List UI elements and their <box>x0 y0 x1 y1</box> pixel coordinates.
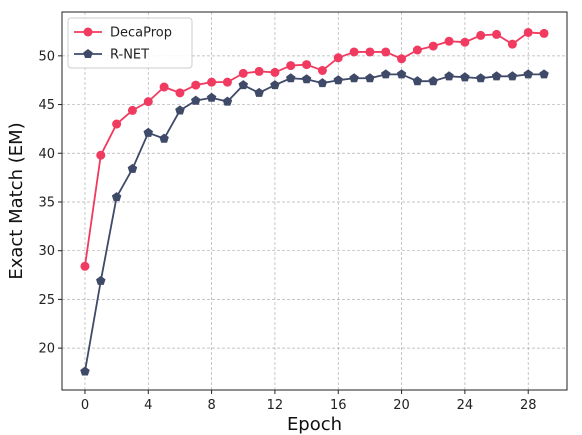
x-tick-label: 0 <box>81 398 89 413</box>
data-point-decaprop <box>428 41 438 51</box>
data-point-r-net <box>333 75 343 85</box>
ticks: 0 4 8 12 16 20 24 28 20 25 30 35 40 45 50 <box>38 49 536 413</box>
legend: DecaProp R-NET <box>67 17 193 69</box>
legend-label: R-NET <box>110 48 149 63</box>
data-point-decaprop <box>381 47 391 57</box>
data-point-decaprop <box>476 30 486 40</box>
data-point-decaprop <box>333 53 343 63</box>
data-point-r-net <box>159 133 169 143</box>
x-tick-label: 12 <box>267 398 284 413</box>
data-point-r-net <box>475 73 486 83</box>
legend-item-r-net: R-NET <box>74 48 149 63</box>
x-tick-label: 24 <box>457 398 474 413</box>
data-point-r-net <box>127 163 138 173</box>
data-point-r-net <box>412 76 423 86</box>
data-point-decaprop <box>96 150 106 160</box>
x-tick-label: 8 <box>207 398 215 413</box>
data-point-r-net <box>507 71 518 81</box>
data-point-r-net <box>317 78 328 88</box>
y-tick-label: 35 <box>38 195 55 210</box>
data-point-r-net <box>365 73 375 83</box>
data-point-r-net <box>428 76 438 86</box>
data-point-r-net <box>254 87 264 97</box>
series-layer <box>80 27 549 376</box>
data-point-r-net <box>111 192 122 202</box>
data-point-r-net <box>143 127 154 137</box>
data-point-r-net <box>238 80 249 90</box>
data-point-r-net <box>175 105 185 115</box>
data-point-r-net <box>349 73 359 83</box>
data-point-decaprop <box>444 36 454 46</box>
data-point-decaprop <box>254 66 264 76</box>
x-tick-label: 16 <box>330 398 347 413</box>
data-point-r-net <box>80 366 90 376</box>
y-tick-label: 30 <box>38 244 55 259</box>
data-point-decaprop <box>349 47 359 57</box>
data-point-decaprop <box>222 77 232 87</box>
y-tick-label: 40 <box>38 147 55 162</box>
legend-box <box>67 17 193 69</box>
y-tick-label: 25 <box>38 293 55 308</box>
data-point-r-net <box>286 73 296 83</box>
x-tick-label: 20 <box>393 398 410 413</box>
x-axis-label: Epoch <box>287 414 342 435</box>
data-point-decaprop <box>80 261 90 271</box>
data-point-r-net <box>222 96 233 106</box>
data-point-r-net <box>523 69 533 79</box>
data-point-r-net <box>206 92 217 102</box>
data-point-decaprop <box>365 47 375 57</box>
data-point-decaprop <box>112 119 122 129</box>
data-point-r-net <box>539 69 549 79</box>
data-point-r-net <box>380 69 391 79</box>
y-axis-label: Exact Match (EM) <box>6 122 27 279</box>
data-point-decaprop <box>397 54 407 64</box>
data-point-r-net <box>96 275 106 285</box>
data-point-decaprop <box>143 97 153 107</box>
legend-item-decaprop: DecaProp <box>74 26 172 41</box>
series-r-net <box>80 69 549 376</box>
y-tick-label: 50 <box>38 49 55 64</box>
data-point-decaprop <box>302 60 312 70</box>
x-tick-label: 4 <box>144 398 152 413</box>
data-point-decaprop <box>523 27 533 37</box>
data-point-decaprop <box>270 67 280 77</box>
data-point-r-net <box>396 69 407 79</box>
data-point-r-net <box>460 72 470 82</box>
y-tick-label: 45 <box>38 98 55 113</box>
data-point-r-net <box>191 95 201 105</box>
legend-label: DecaProp <box>110 26 172 41</box>
data-point-decaprop <box>286 61 296 71</box>
data-point-decaprop <box>492 29 502 39</box>
data-point-decaprop <box>175 88 185 98</box>
x-tick-label: 28 <box>520 398 537 413</box>
legend-swatch-marker <box>83 49 93 59</box>
data-point-decaprop <box>191 80 201 90</box>
data-point-decaprop <box>207 77 217 87</box>
data-point-r-net <box>270 80 280 90</box>
series-decaprop <box>80 27 549 271</box>
data-point-r-net <box>301 74 312 84</box>
data-point-decaprop <box>238 68 248 78</box>
data-point-decaprop <box>127 105 137 115</box>
data-point-r-net <box>491 71 502 81</box>
plot-frame <box>61 11 568 391</box>
data-point-r-net <box>444 71 454 81</box>
data-point-decaprop <box>539 28 549 38</box>
legend-swatch-marker <box>83 27 93 37</box>
data-point-decaprop <box>159 82 169 92</box>
y-tick-label: 20 <box>38 342 55 357</box>
data-point-decaprop <box>460 37 470 47</box>
data-point-decaprop <box>507 39 517 49</box>
data-point-decaprop <box>317 65 327 75</box>
data-point-decaprop <box>412 45 422 55</box>
